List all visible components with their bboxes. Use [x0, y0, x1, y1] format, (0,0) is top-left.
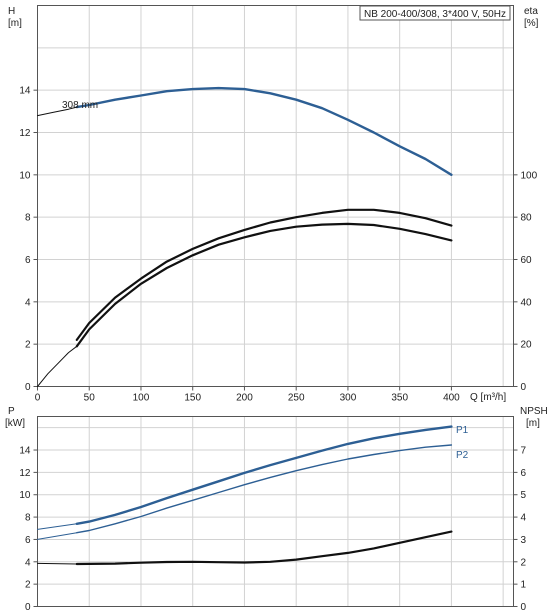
right-axis-tick-label: 20 [521, 340, 533, 351]
top-ticks: 0 2 4 6 8 10 12 14 0 20 40 60 80 100 0 50 100 150 200 250 30… [19, 86, 537, 404]
q-axis-label: Q [m³/h] [470, 392, 506, 403]
x-axis-tick-label: 400 [443, 393, 460, 404]
right-axis-tick-label: 4 [521, 513, 527, 524]
right-axis-tick-label: 2 [521, 557, 527, 568]
bottom-series [37, 425, 453, 566]
series-line-2 [75, 208, 453, 341]
top-plot-frame [37, 5, 514, 387]
series-line-1 [76, 444, 453, 534]
left-axis-tick-label: 6 [25, 535, 31, 546]
p-axis-unit: [kW] [5, 418, 25, 429]
series-line-4 [75, 530, 453, 566]
x-axis-tick-label: 300 [340, 393, 357, 404]
series-line-3 [75, 222, 453, 348]
x-axis-tick-label: 150 [184, 393, 201, 404]
right-axis-tick-label: 40 [521, 297, 533, 308]
left-axis-tick-label: 6 [25, 255, 31, 266]
x-axis-tick-label: 0 [35, 393, 41, 404]
x-axis-tick-label: 250 [288, 393, 305, 404]
right-axis-tick-label: 60 [521, 255, 533, 266]
right-axis-tick-label: 7 [521, 446, 527, 457]
curve-label-308mm: 308 mm [62, 100, 98, 111]
right-axis-tick-label: 100 [521, 170, 538, 181]
left-axis-tick-label: 12 [19, 468, 31, 479]
x-axis-tick-label: 100 [133, 393, 150, 404]
series-label-p2: P2 [456, 450, 469, 461]
right-axis-tick-label: 6 [521, 468, 527, 479]
x-axis-tick-label: 350 [391, 393, 408, 404]
left-axis-tick-label: 14 [19, 446, 31, 457]
left-axis-tick-label: 2 [25, 340, 31, 351]
right-axis-tick-label: 0 [521, 602, 527, 613]
right-axis-tick-label: 5 [521, 490, 527, 501]
title-box [359, 5, 511, 21]
series-label-p1: P1 [456, 425, 469, 436]
left-axis-tick-label: 2 [25, 580, 31, 591]
x-axis-tick-label: 200 [236, 393, 253, 404]
left-axis-tick-label: 12 [19, 128, 31, 139]
right-axis-tick-label: 0 [521, 382, 527, 393]
left-axis-tick-label: 8 [25, 213, 31, 224]
series-extrapolation-line [37, 345, 78, 387]
top-series [37, 86, 453, 387]
series-extrapolation-line [37, 562, 78, 565]
left-axis-tick-label: 10 [19, 170, 31, 181]
bottom-plot-frame [37, 416, 514, 607]
left-axis-tick-label: 8 [25, 513, 31, 524]
right-axis-tick-label: 1 [521, 580, 527, 591]
chart-title: NB 200-400/308, 3*400 V, 50Hz [364, 9, 506, 20]
series-line-0 [75, 86, 453, 177]
eta-axis-label: eta [524, 6, 538, 17]
top-panel: 0 2 4 6 8 10 12 14 0 20 40 60 80 100 0 50 100 150 200 250 30… [8, 5, 539, 404]
series-extrapolation-line [37, 532, 78, 540]
left-axis-tick-label: 10 [19, 490, 31, 501]
bottom-grid [37, 416, 514, 607]
left-axis-tick-label: 4 [25, 297, 31, 308]
left-axis-tick-label: 0 [25, 382, 31, 393]
series-line-0 [75, 425, 453, 525]
x-axis-tick-label: 50 [84, 393, 96, 404]
left-axis-tick-label: 0 [25, 602, 31, 613]
top-grid [37, 5, 514, 387]
series-extrapolation-line [37, 523, 78, 530]
npsh-axis-label: NPSH [520, 406, 548, 417]
p-axis-label: P [8, 406, 15, 417]
h-axis-unit: [m] [8, 18, 22, 29]
npsh-axis-unit: [m] [526, 418, 540, 429]
h-axis-label: H [8, 6, 15, 17]
right-axis-tick-label: 3 [521, 535, 527, 546]
series-extrapolation-line [37, 106, 78, 117]
left-axis-tick-label: 4 [25, 557, 31, 568]
eta-axis-unit: [%] [524, 18, 539, 29]
right-axis-tick-label: 80 [521, 213, 533, 224]
left-axis-tick-label: 14 [19, 86, 31, 97]
